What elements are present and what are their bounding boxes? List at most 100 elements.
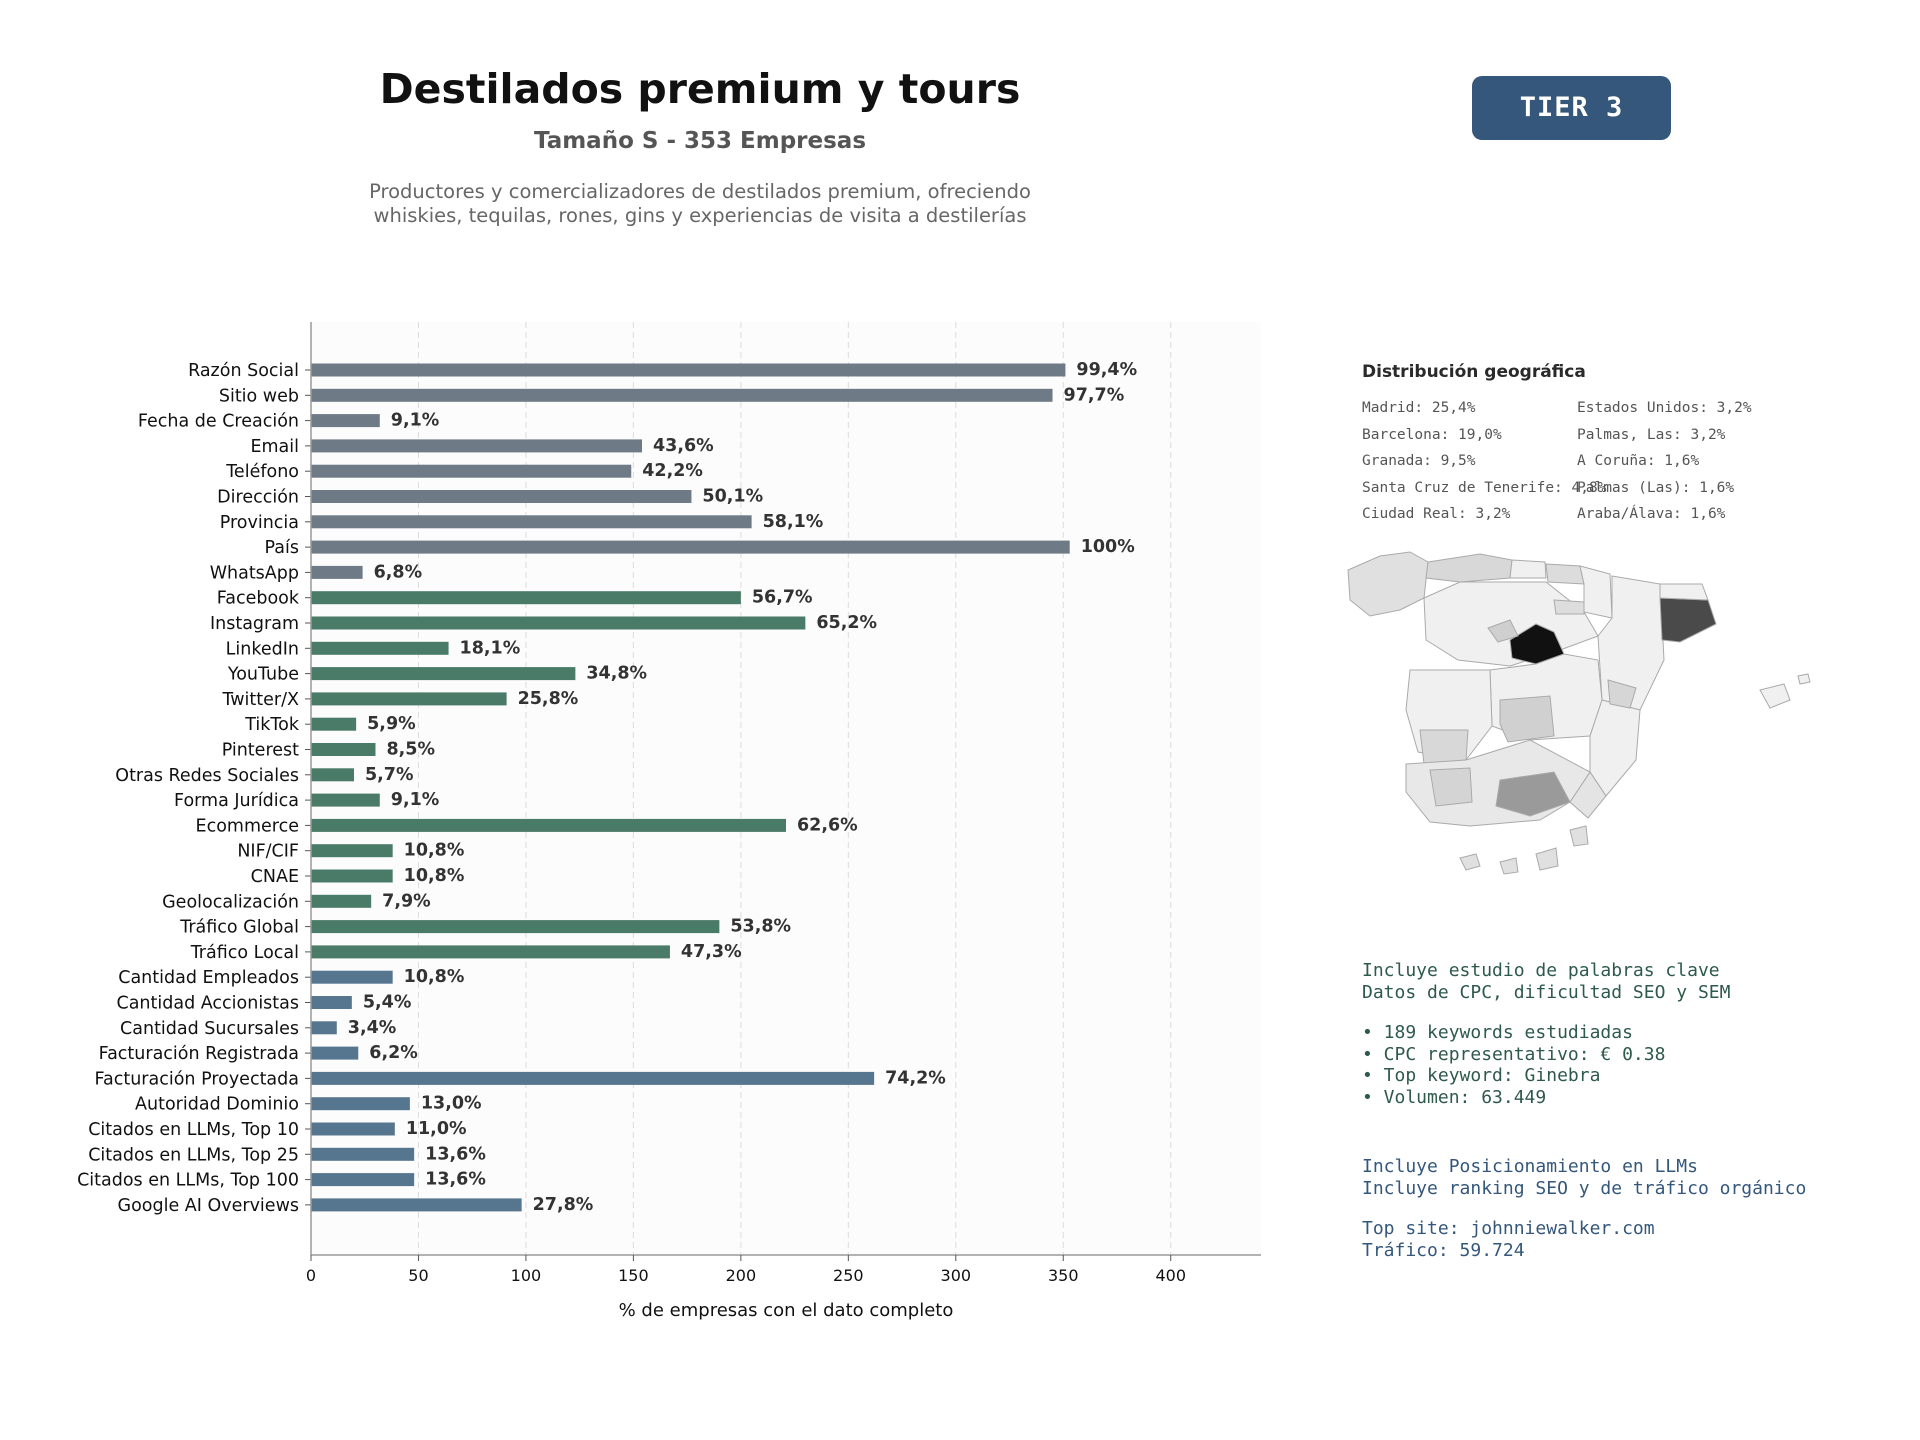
category-label: Pinterest <box>222 741 299 761</box>
value-label: 65,2% <box>816 613 877 633</box>
value-label: 62,6% <box>797 815 858 835</box>
category-label: NIF/CIF <box>237 842 299 862</box>
geo-item: Araba/Álava: 1,6% <box>1577 506 1726 522</box>
category-label: Citados en LLMs, Top 100 <box>77 1171 299 1191</box>
x-tick-label: 400 <box>1155 1266 1186 1285</box>
keywords-bullet: • Top keyword: Ginebra <box>1362 1065 1601 1086</box>
category-label: Google AI Overviews <box>118 1196 299 1216</box>
value-label: 56,7% <box>752 588 813 608</box>
region-castellon <box>1607 679 1637 709</box>
llm-line: Incluye ranking SEO y de tráfico orgánic… <box>1362 1177 1807 1199</box>
value-label: 10,8% <box>404 866 465 886</box>
plot-background <box>311 322 1261 1255</box>
bar <box>311 540 1070 554</box>
category-label: Citados en LLMs, Top 10 <box>88 1120 299 1140</box>
value-label: 3,4% <box>348 1018 397 1038</box>
region-baleares <box>1759 673 1811 709</box>
bar <box>311 641 449 655</box>
region-granada <box>1495 771 1571 817</box>
bar <box>311 1147 415 1161</box>
category-label: Facturación Proyectada <box>95 1069 299 1089</box>
geo-item: Palmas, Las: 3,2% <box>1577 427 1726 443</box>
category-label: Citados en LLMs, Top 25 <box>88 1145 299 1165</box>
category-label: Cantidad Empleados <box>118 968 299 988</box>
page-title: Destilados premium y tours <box>379 65 1021 113</box>
bar <box>311 945 670 959</box>
value-label: 13,6% <box>425 1170 486 1190</box>
category-label: Fecha de Creación <box>138 412 299 432</box>
bar <box>311 515 752 529</box>
bar <box>311 768 354 782</box>
value-label: 5,4% <box>363 993 412 1013</box>
category-label: Tráfico Local <box>190 943 299 963</box>
bar <box>311 996 352 1009</box>
category-label: Forma Jurídica <box>174 791 299 811</box>
x-tick-label: 0 <box>306 1266 316 1285</box>
category-label: Dirección <box>217 488 299 508</box>
value-label: 25,8% <box>518 689 579 709</box>
value-label: 11,0% <box>406 1119 467 1139</box>
region-badajoz <box>1419 729 1469 765</box>
bar <box>311 1097 410 1111</box>
value-label: 5,9% <box>367 714 416 734</box>
spain-choropleth-map <box>1347 551 1811 875</box>
bar <box>311 667 576 681</box>
x-tick-label: 250 <box>833 1266 864 1285</box>
geo-item: Estados Unidos: 3,2% <box>1577 400 1752 416</box>
region-valencia <box>1589 699 1641 797</box>
x-axis-label: % de empresas con el dato completo <box>619 1300 954 1321</box>
llm-top-site: Top site: johnniewalker.com <box>1362 1218 1655 1239</box>
category-label: Sitio web <box>219 386 299 406</box>
category-label: TikTok <box>244 715 300 735</box>
bar <box>311 818 786 832</box>
x-tick-label: 100 <box>511 1266 542 1285</box>
category-label: Twitter/X <box>221 690 299 710</box>
region-sevilla <box>1429 767 1473 807</box>
geo-item: Barcelona: 19,0% <box>1362 427 1502 443</box>
category-label: Email <box>250 437 299 457</box>
llm-line: Incluye Posicionamiento en LLMs <box>1362 1156 1698 1177</box>
description-line: whiskies, tequilas, rones, gins y experi… <box>373 204 1027 227</box>
keywords-line: Datos de CPC, dificultad SEO y SEM <box>1362 981 1731 1003</box>
page-subtitle: Tamaño S - 353 Empresas <box>533 128 867 154</box>
region-canarias <box>1459 825 1589 875</box>
category-label: Cantidad Accionistas <box>116 994 299 1014</box>
value-label: 47,3% <box>681 942 742 962</box>
keywords-bullet: • CPC representativo: € 0.38 <box>1362 1043 1666 1065</box>
tier-badge: TIER 3 <box>1472 76 1671 140</box>
bar-chart: Razón Social 99,4% Sitio web 97,7% Fecha de … <box>77 322 1261 1321</box>
keywords-bullet: • 189 keywords estudiadas <box>1362 1022 1633 1043</box>
category-label: Autoridad Dominio <box>135 1095 299 1115</box>
keywords-info: Incluye estudio de palabras clave Datos … <box>1362 960 1730 1108</box>
value-label: 6,2% <box>369 1043 418 1063</box>
value-label: 34,8% <box>586 664 647 684</box>
bar <box>311 1198 522 1212</box>
bar <box>311 793 380 807</box>
bar <box>311 844 393 858</box>
category-label: Otras Redes Sociales <box>115 766 299 786</box>
header: Destilados premium y tours Tamaño S - 35… <box>200 58 1200 228</box>
bar <box>311 616 806 630</box>
page-description: Productores y comercializadores de desti… <box>200 180 1200 228</box>
bar <box>311 1071 875 1085</box>
category-label: YouTube <box>227 665 299 685</box>
category-label: Facturación Registrada <box>99 1044 299 1064</box>
bar <box>311 1021 337 1035</box>
value-label: 6,8% <box>374 562 423 582</box>
value-label: 74,2% <box>885 1068 946 1088</box>
bar <box>311 1173 415 1187</box>
geo-item: Ciudad Real: 3,2% <box>1362 506 1511 522</box>
bar <box>311 920 720 934</box>
category-label: CNAE <box>251 867 299 887</box>
category-label: País <box>265 538 299 558</box>
keywords-line: Incluye estudio de palabras clave <box>1362 960 1720 981</box>
region-navarra <box>1579 565 1613 619</box>
region-pais-vasco <box>1545 563 1585 585</box>
region-segovia <box>1487 619 1519 643</box>
value-label: 100% <box>1081 537 1135 557</box>
value-label: 13,0% <box>421 1094 482 1114</box>
category-label: Facebook <box>217 589 300 609</box>
value-label: 53,8% <box>730 917 791 937</box>
value-label: 7,9% <box>382 891 431 911</box>
value-label: 13,6% <box>425 1144 486 1164</box>
